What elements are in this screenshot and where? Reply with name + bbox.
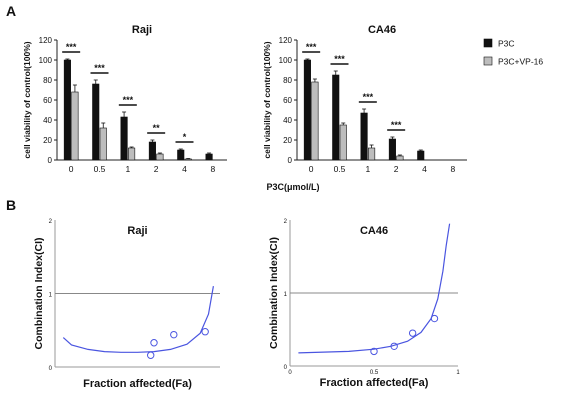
x-tick-label: 1 xyxy=(365,164,370,174)
data-point xyxy=(150,339,158,347)
x-tick-label: 4 xyxy=(182,164,187,174)
y-tick-label: 40 xyxy=(283,116,292,125)
bar-p3c-vp-16 xyxy=(339,124,347,161)
x-axis-label: P3C(μmol/L) xyxy=(266,182,319,192)
panel-a-label: A xyxy=(6,3,16,19)
legend-label: P3C xyxy=(498,39,515,49)
legend-label: P3C+VP-16 xyxy=(498,57,543,67)
bar-p3c xyxy=(120,116,128,161)
x-tick-label: 8 xyxy=(450,164,455,174)
y-axis-label: cell viability of control(100%) xyxy=(22,41,32,158)
legend-swatch xyxy=(483,38,493,48)
x-tick-label: 0 xyxy=(69,164,74,174)
x-tick-label: 0 xyxy=(309,164,314,174)
x-axis-label: Fraction affected(Fa) xyxy=(83,378,192,390)
y-tick-label: 1 xyxy=(284,292,288,298)
data-point xyxy=(201,328,209,336)
y-tick-label: 60 xyxy=(43,96,52,105)
bar-p3c-vp-16 xyxy=(368,147,376,161)
y-tick-label: 0 xyxy=(284,365,288,371)
y-tick-label: 0 xyxy=(49,366,53,372)
bar-p3c xyxy=(388,138,396,161)
legend: P3C P3C+VP-16 xyxy=(483,38,543,67)
bar-p3c xyxy=(63,59,71,161)
significance-label: *** xyxy=(123,95,134,105)
y-tick-label: 1 xyxy=(49,293,53,299)
y-tick-label: 120 xyxy=(39,36,53,45)
data-point xyxy=(430,314,439,323)
x-tick-label: 0.5 xyxy=(370,370,379,376)
chart-ca46-viability: 0 20 40 60 80 100 120 0 *** 0.5 *** 1 *** 2 *** 4 8 CA46 c… xyxy=(262,24,467,192)
y-tick-label: 60 xyxy=(283,96,292,105)
x-tick-label: 1 xyxy=(125,164,130,174)
significance-label: *** xyxy=(363,92,374,102)
data-point xyxy=(147,351,155,359)
x-axis-label: Fraction affected(Fa) xyxy=(320,377,429,389)
y-tick-label: 100 xyxy=(39,56,53,65)
chart-title: Raji xyxy=(127,225,147,237)
bar-p3c-vp-16 xyxy=(311,81,319,161)
x-tick-label: 0.5 xyxy=(334,164,346,174)
bar-p3c xyxy=(332,74,340,161)
y-tick-label: 2 xyxy=(49,219,53,225)
significance-label: *** xyxy=(391,120,402,130)
y-tick-label: 0 xyxy=(48,156,53,165)
y-axis-label: Combination Index(CI) xyxy=(268,237,280,349)
bar-p3c xyxy=(148,141,156,161)
y-axis-label: cell viability of control(100%) xyxy=(262,41,272,158)
significance-label: *** xyxy=(94,63,105,73)
bar-p3c-vp-16 xyxy=(396,155,404,161)
bar-p3c-vp-16 xyxy=(128,147,136,161)
data-point xyxy=(390,342,398,350)
y-tick-label: 20 xyxy=(43,136,52,145)
chart-title: CA46 xyxy=(360,225,388,237)
x-tick-label: 4 xyxy=(422,164,427,174)
chart-title: Raji xyxy=(132,24,152,36)
x-tick-label: 1 xyxy=(456,370,460,376)
significance-label: *** xyxy=(66,42,77,52)
data-point xyxy=(408,329,417,337)
bar-p3c-vp-16 xyxy=(71,91,79,161)
significance-label: * xyxy=(183,132,187,142)
ci-curve xyxy=(298,223,451,354)
y-tick-label: 80 xyxy=(43,76,52,85)
bar-p3c xyxy=(205,153,213,161)
bar-p3c xyxy=(92,83,100,161)
y-tick-label: 80 xyxy=(283,76,292,85)
chart-raji-combination-index: 0 1 2 Raji Fraction affected(Fa) Combination … xyxy=(33,219,220,390)
ci-curve xyxy=(62,285,214,353)
bar-p3c xyxy=(360,112,368,161)
y-tick-label: 100 xyxy=(279,56,293,65)
bar-p3c-vp-16 xyxy=(99,127,107,161)
significance-label: *** xyxy=(306,42,317,52)
chart-raji-viability: 0 20 40 60 80 100 120 0 *** 0.5 *** 1 *** 2 ** 4 * 8 Raji c… xyxy=(22,24,227,174)
x-tick-label: 2 xyxy=(394,164,399,174)
panel-b-label: B xyxy=(6,197,16,213)
data-point xyxy=(170,330,178,339)
bar-p3c-vp-16 xyxy=(156,153,164,161)
bar-p3c xyxy=(417,150,425,161)
x-tick-label: 0.5 xyxy=(94,164,106,174)
bar-p3c xyxy=(303,59,311,161)
y-tick-label: 20 xyxy=(283,136,292,145)
legend-swatch xyxy=(483,56,493,66)
significance-label: *** xyxy=(334,54,345,64)
data-point xyxy=(370,347,378,356)
chart-ca46-combination-index: 0 1 2 0 0.5 1 CA46 Fraction affected(Fa) Combina… xyxy=(268,219,460,389)
significance-label: ** xyxy=(153,123,161,133)
y-axis-label: Combination Index(CI) xyxy=(33,238,45,350)
x-tick-label: 0 xyxy=(288,370,292,376)
bar-p3c-vp-16 xyxy=(184,158,192,161)
y-tick-label: 40 xyxy=(43,116,52,125)
bar-p3c xyxy=(177,149,185,161)
y-tick-label: 2 xyxy=(284,219,288,225)
chart-title: CA46 xyxy=(368,24,396,36)
y-tick-label: 120 xyxy=(279,36,293,45)
x-tick-label: 8 xyxy=(210,164,215,174)
y-tick-label: 0 xyxy=(288,156,293,165)
x-tick-label: 2 xyxy=(154,164,159,174)
